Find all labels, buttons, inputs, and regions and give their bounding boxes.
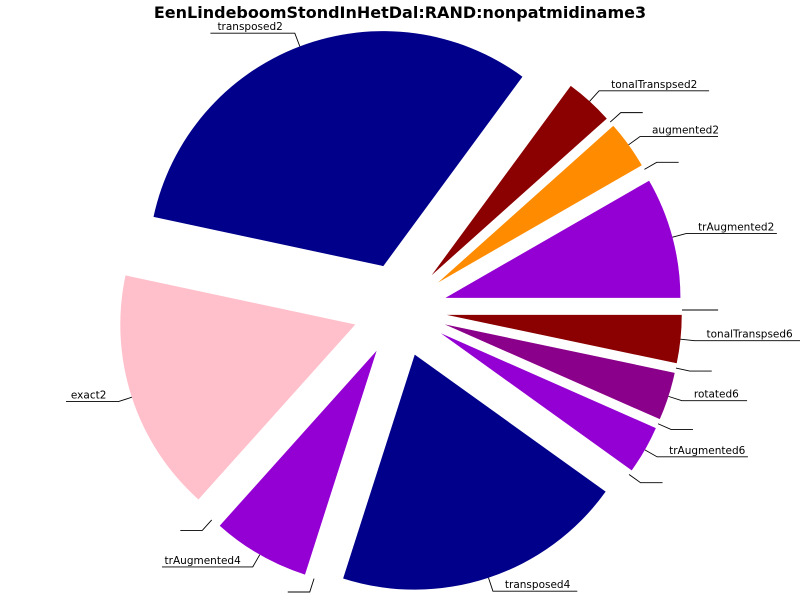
leader-line-transposed2 <box>210 32 301 47</box>
leader-line-traugmented2 <box>672 233 777 238</box>
pie-slice-traugmented6 <box>440 333 656 471</box>
leader-line-tonaltranspsed6 <box>680 338 800 342</box>
pie-slice-traugmented2 <box>445 180 681 298</box>
pie-slice-traugmented4 <box>219 350 377 575</box>
pie-slice-rotated6 <box>444 324 675 420</box>
leader-line-tonaltranspsed2 <box>589 90 710 102</box>
leader-line-unlabeled <box>628 474 663 484</box>
leader-line-unlabeled <box>609 112 643 123</box>
leader-line-unlabeled <box>180 519 213 531</box>
leader-line-transposed4 <box>488 577 578 592</box>
pie-slice-tonaltranspsed2 <box>431 85 607 276</box>
slice-label-augmented2: augmented2 <box>652 125 719 137</box>
pie-slice-augmented2 <box>438 125 642 283</box>
slice-label-traugmented6: trAugmented6 <box>669 445 746 457</box>
leader-line-unlabeled <box>675 367 712 372</box>
slice-label-tonaltranspsed2: tonalTranspsed2 <box>611 79 697 91</box>
leader-line-unlabeled <box>657 423 693 430</box>
leader-line-exact2 <box>66 396 132 403</box>
chart-title: EenLindeboomStondInHetDal:RAND:nonpatmid… <box>153 3 647 22</box>
slice-label-tonaltranspsed6: tonalTranspsed6 <box>707 329 794 341</box>
leader-line-traugmented6 <box>644 449 748 458</box>
slice-label-traugmented4: trAugmented4 <box>165 555 242 567</box>
leader-line-augmented2 <box>628 136 718 146</box>
leader-line-rotated6 <box>668 395 748 402</box>
slice-label-exact2: exact2 <box>71 390 107 402</box>
slice-label-traugmented2: trAugmented2 <box>698 222 774 234</box>
pie-slice-exact2 <box>120 275 356 500</box>
slice-label-rotated6: rotated6 <box>694 389 739 401</box>
pie-slice-tonaltranspsed6 <box>446 314 682 364</box>
pie-slice-transposed4 <box>343 354 606 590</box>
leader-line-unlabeled <box>644 161 679 170</box>
slice-label-transposed4: transposed4 <box>505 579 571 591</box>
leader-line-unlabeled <box>287 578 315 593</box>
pie-slice-transposed2 <box>153 31 523 267</box>
slice-label-transposed2: transposed2 <box>217 21 282 33</box>
leader-line-traugmented4 <box>161 554 261 568</box>
